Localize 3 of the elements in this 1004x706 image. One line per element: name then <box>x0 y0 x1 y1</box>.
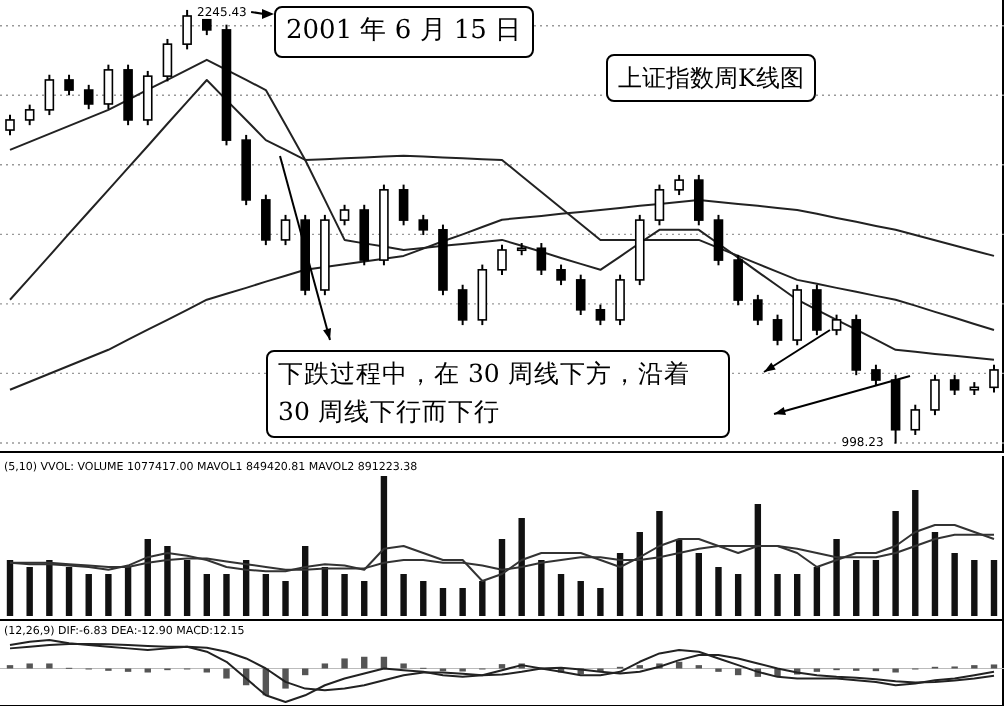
annotation: 2001 年 6 月 15 日 <box>274 6 534 57</box>
annotation: 下跌过程中，在 30 周线下方，沿着 30 周线下行而下行 <box>266 350 730 437</box>
annotation: 上证指数周K线图 <box>606 54 816 102</box>
